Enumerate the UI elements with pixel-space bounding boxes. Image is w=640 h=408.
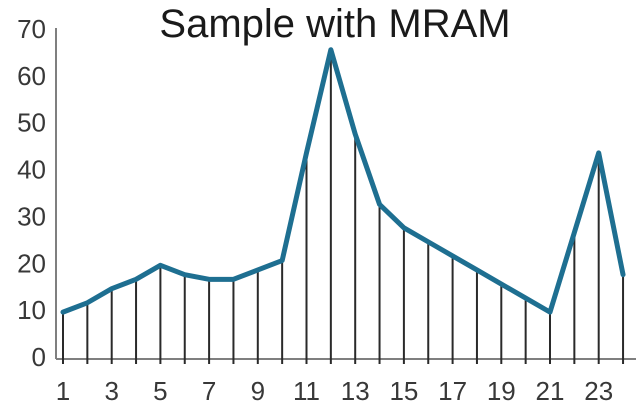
x-axis-tick-label: 11 [293,376,320,406]
x-axis-tick-label: 3 [104,376,118,406]
x-axis-tick-label: 5 [153,376,167,406]
x-axis-tick-label: 23 [584,376,613,406]
x-axis-tick-label: 1 [56,376,70,406]
x-axis-tick-label: 7 [202,376,216,406]
y-axis-tick-label: 60 [17,61,46,91]
y-axis-tick-label: 0 [32,342,46,372]
x-axis-tick-label: 21 [536,376,565,406]
chart-title: Sample with MRAM [159,2,511,46]
y-axis-tick-label: 30 [17,201,46,231]
y-axis-tick-label: 50 [17,108,46,138]
x-axis-tick-label: 17 [438,376,467,406]
data-line-series [60,47,626,315]
x-axis-tick-label: 9 [251,376,265,406]
y-axis-tick-label: 40 [17,155,46,185]
x-axis-tick-label: 19 [487,376,516,406]
x-axis-tick-label: 15 [389,376,418,406]
y-axis-tick-label: 70 [17,14,46,44]
y-axis-tick-label: 20 [17,248,46,278]
y-axis-tick-label: 10 [17,295,46,325]
x-axis-tick-label: 13 [341,376,370,406]
